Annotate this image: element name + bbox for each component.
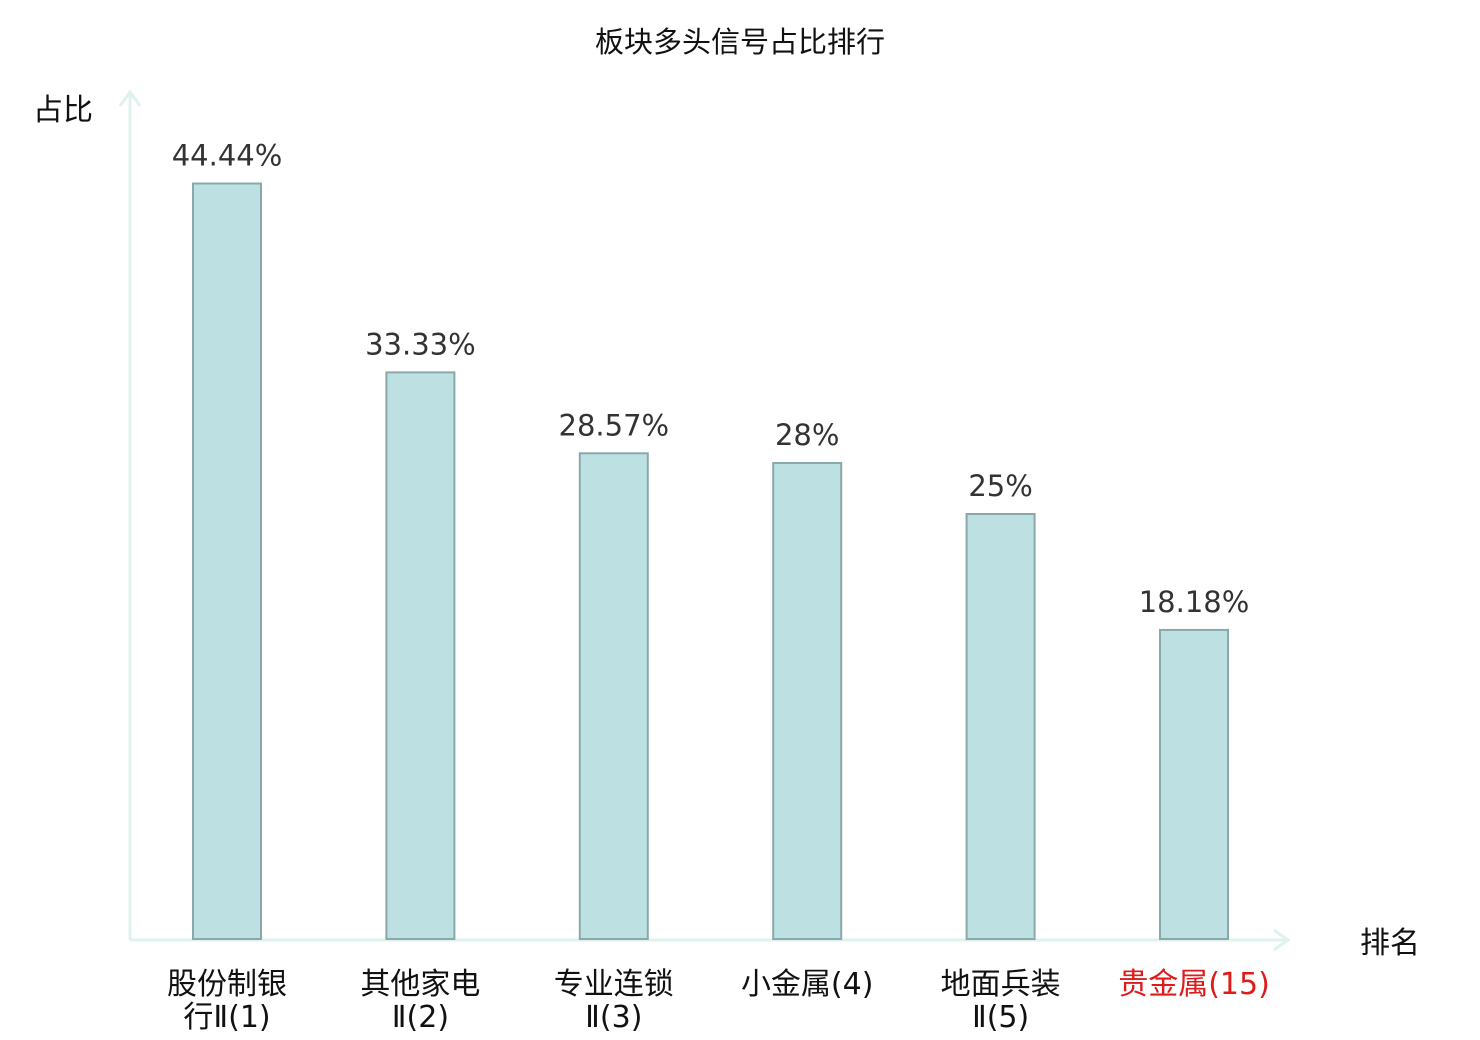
value-label: 44.44% [172, 139, 283, 173]
category-label-line: Ⅱ(2) [392, 1000, 449, 1035]
category-label-line: 股份制银 [167, 967, 287, 1002]
value-label: 28% [775, 418, 839, 452]
bar [578, 452, 649, 940]
category-label-line: Ⅱ(3) [585, 1000, 642, 1035]
category-labels: 股份制银行Ⅱ(1) 其他家电 Ⅱ(2) 专业连锁 Ⅱ(3) 小金属(4) 地面兵装 Ⅱ(5) 贵… [167, 967, 1270, 1035]
chart-title: 板块多头信号占比排行 [595, 25, 885, 59]
category-label-line: 地面兵装 [941, 967, 1061, 1002]
x-axis-label: 排名 [1360, 926, 1420, 961]
bar [965, 513, 1036, 940]
bar-series [192, 182, 1229, 940]
category-label-line: Ⅱ(5) [972, 1000, 1029, 1035]
category-label-line: 小金属(4) [741, 967, 874, 1002]
value-label: 33.33% [365, 327, 476, 361]
bar [772, 462, 843, 940]
bar [1159, 628, 1229, 940]
category-label-line: 行Ⅱ(1) [183, 1000, 270, 1035]
bar [192, 182, 262, 940]
category-label-line: 其他家电 [360, 967, 480, 1002]
value-label: 18.18% [1139, 585, 1250, 619]
value-label: 25% [968, 469, 1032, 503]
axes [118, 89, 1291, 952]
category-label-line: 专业连锁 [554, 967, 674, 1002]
y-axis-arrow-icon [118, 89, 142, 107]
category-label: 其他家电 Ⅱ(2) [360, 967, 480, 1035]
category-label: 贵金属(15) [1118, 967, 1270, 1002]
x-axis-arrow-icon [1273, 928, 1291, 952]
value-label: 28.57% [559, 408, 670, 442]
category-label-line: 贵金属(15) [1118, 967, 1270, 1002]
category-label: 股份制银行Ⅱ(1) [167, 967, 287, 1035]
category-label: 专业连锁 Ⅱ(3) [554, 967, 674, 1035]
data-labels: 44.44% 33.33% 28.57% 28% 25% 18.18% [172, 139, 1250, 619]
bar [385, 371, 456, 940]
y-axis-label: 占比 [33, 93, 93, 128]
category-label: 地面兵装 Ⅱ(5) [941, 967, 1061, 1035]
category-label: 小金属(4) [741, 967, 874, 1002]
